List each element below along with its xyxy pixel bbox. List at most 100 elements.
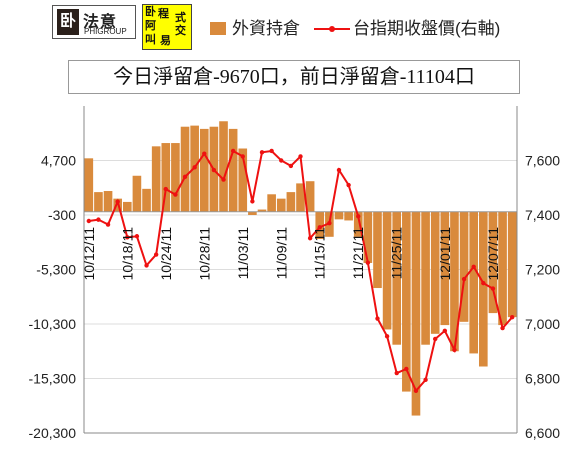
price-point: [230, 148, 236, 154]
bar: [296, 183, 305, 212]
bar: [373, 211, 382, 289]
bar: [199, 128, 209, 212]
price-point: [471, 264, 476, 269]
program-trading-logo: 卧 程 式 阿 交 叫 易: [142, 4, 192, 50]
legend-line-label: 台指期收盤價(右軸): [353, 19, 501, 38]
x-tick-label: 12/01/11: [437, 227, 453, 281]
x-tick-label: 11/21/11: [350, 227, 366, 280]
price-point: [356, 214, 361, 219]
bar: [382, 211, 392, 330]
price-point: [442, 328, 448, 334]
price-point: [153, 252, 159, 257]
price-point: [250, 199, 255, 204]
price-point: [500, 325, 505, 331]
price-point: [384, 334, 390, 339]
price-point: [259, 150, 265, 155]
price-point: [163, 186, 168, 192]
price-point: [202, 151, 207, 156]
bar: [498, 211, 507, 326]
logo2-char: 式: [175, 12, 186, 24]
price-point: [307, 235, 313, 241]
price-point: [240, 154, 245, 159]
bar: [276, 198, 286, 212]
x-tick-label: 11/25/11: [389, 227, 405, 280]
right-tick-label: 7,400: [525, 207, 560, 223]
bar: [286, 192, 296, 212]
bar: [344, 211, 353, 221]
bar: [84, 158, 94, 212]
bar: [257, 209, 267, 212]
price-point: [413, 388, 419, 393]
x-tick-label: 11/03/11: [235, 227, 251, 280]
logo2-char: 易: [160, 35, 171, 47]
bar: [430, 211, 440, 334]
legend-bar-swatch: [210, 22, 226, 35]
left-tick-label: -20,300: [29, 425, 77, 441]
logo-mark: 卧: [57, 9, 79, 35]
logo-subtext: PHIGROUP: [84, 27, 127, 36]
bar: [479, 211, 488, 367]
bar: [180, 126, 190, 212]
phigroup-logo: 卧 法意 PHIGROUP: [52, 5, 136, 39]
price-point: [433, 336, 438, 342]
price-point: [221, 177, 226, 182]
bar: [411, 211, 421, 416]
logo2-char: 卧: [145, 6, 156, 18]
bar: [103, 191, 113, 212]
price-point: [317, 225, 322, 230]
price-point: [125, 235, 130, 240]
price-point: [365, 260, 371, 265]
price-point: [211, 167, 217, 173]
price-point: [490, 286, 496, 291]
x-tick-label: 12/07/11: [485, 227, 501, 281]
logo2-char: 叫: [145, 34, 156, 46]
bar: [132, 175, 142, 212]
x-tick-label: 10/12/11: [81, 227, 97, 281]
legend-line-swatch: [314, 22, 350, 36]
bar: [353, 211, 363, 237]
x-tick-label: 10/24/11: [158, 227, 174, 281]
price-point: [288, 163, 294, 169]
price-point: [173, 192, 178, 197]
bar: [402, 211, 411, 392]
bar: [151, 146, 161, 212]
bar: [94, 192, 103, 212]
price-point: [144, 263, 149, 268]
bar: [507, 211, 517, 318]
bar: [421, 211, 430, 345]
logo2-char: 阿: [145, 20, 156, 32]
x-tick-label: 11/09/11: [273, 227, 289, 280]
logo2-char: 程: [158, 8, 169, 20]
bar: [122, 201, 132, 212]
price-point: [375, 316, 380, 321]
price-point: [423, 377, 428, 383]
bar: [440, 211, 450, 326]
x-tick-label: 10/18/11: [119, 227, 135, 281]
price-point: [394, 370, 399, 376]
price-point: [327, 220, 332, 226]
legend-bar-label: 外資持倉: [232, 19, 300, 38]
right-tick-label: 7,200: [525, 262, 560, 278]
bar: [334, 211, 344, 220]
price-point: [346, 182, 351, 188]
bar: [248, 211, 257, 215]
right-tick-label: 6,600: [525, 425, 560, 441]
price-point: [481, 280, 486, 286]
price-point: [336, 167, 342, 173]
bar: [363, 211, 373, 263]
right-tick-label: 6,800: [525, 371, 560, 387]
price-point: [96, 217, 101, 222]
price-point: [182, 174, 188, 180]
right-tick-label: 7,600: [525, 153, 560, 169]
logo2-char: 交: [175, 25, 186, 37]
bar: [469, 211, 479, 354]
price-point: [298, 154, 303, 159]
left-tick-label: -5,300: [36, 262, 76, 278]
price-point: [86, 218, 92, 224]
left-tick-label: -300: [48, 207, 76, 223]
price-point: [509, 314, 515, 320]
price-point: [192, 165, 197, 170]
logo-text: 法意: [83, 14, 118, 31]
bar: [142, 188, 151, 212]
